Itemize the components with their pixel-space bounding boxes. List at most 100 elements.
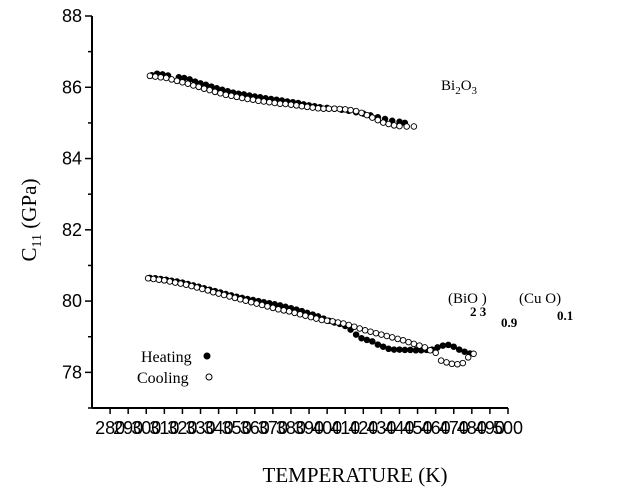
- cooling-point: [403, 123, 410, 130]
- cooling-point: [347, 106, 354, 114]
- cooling-point: [228, 92, 235, 100]
- x-tick-label: 320: [167, 418, 197, 438]
- cooling-point: [388, 334, 396, 341]
- legend: Heating Cooling: [137, 349, 213, 387]
- x-tick-label: 410: [330, 418, 360, 438]
- heating-point: [369, 338, 376, 345]
- cooling-point: [385, 120, 392, 128]
- cooling-point: [470, 350, 477, 358]
- x-tick-label: 440: [384, 418, 414, 438]
- x-tick-label: 500: [493, 418, 523, 438]
- x-axis-title: TEMPERATURE (K): [263, 463, 448, 487]
- y-tick-label: 80: [62, 291, 82, 311]
- cooling-point: [280, 307, 287, 314]
- cooling-point: [249, 96, 257, 103]
- cooling-point: [155, 276, 163, 283]
- y-tick-label: 88: [62, 6, 82, 26]
- cooling-point: [454, 360, 461, 368]
- cooling-point: [237, 296, 244, 303]
- ticks: [85, 15, 509, 414]
- x-tick-label: 480: [457, 418, 487, 438]
- cooling-point: [217, 90, 224, 97]
- cooling-point: [396, 122, 403, 130]
- legend-marker-heating: [203, 352, 211, 360]
- annotation-composite: (BiO ) 2 3 0.9 (Cu O) 0.1: [448, 291, 573, 330]
- legend-label-heating: Heating: [141, 349, 192, 366]
- heating-point: [390, 346, 398, 353]
- cooling-point: [341, 106, 349, 113]
- heating-point: [455, 346, 463, 353]
- y-axis-title: C11 (GPa): [17, 179, 45, 262]
- cooling-point: [443, 359, 450, 366]
- cooling-point: [383, 332, 391, 340]
- annotation-bi2o3-part: Bi: [441, 78, 455, 94]
- cooling-point: [190, 82, 197, 89]
- cooling-point: [309, 104, 316, 111]
- cooling-point: [421, 344, 429, 351]
- x-tick-label: 310: [149, 418, 179, 438]
- heating-point: [407, 346, 414, 354]
- cooling-point: [204, 287, 212, 294]
- tick-labels: 2802903003103203303403503603703803904004…: [62, 6, 523, 438]
- cooling-point: [334, 319, 342, 326]
- cooling-point: [363, 111, 371, 119]
- cooling-point: [275, 306, 282, 313]
- cooling-point: [318, 316, 325, 324]
- annotation-bi2o3-part: O: [461, 78, 472, 94]
- cooling-point: [209, 288, 217, 296]
- heating-point: [374, 341, 382, 348]
- x-tick-label: 280: [95, 418, 125, 438]
- cooling-point: [345, 321, 353, 329]
- cooling-point: [276, 100, 284, 107]
- cooling-point: [336, 105, 344, 113]
- cooling-point: [238, 94, 246, 102]
- cooling-point: [367, 328, 374, 335]
- cooling-point: [372, 329, 380, 337]
- annotation-bi2o3-part: 3: [472, 85, 478, 97]
- cooling-point: [233, 93, 240, 101]
- cooling-point: [182, 281, 190, 288]
- cooling-point: [416, 342, 423, 349]
- x-tick-label: 420: [348, 418, 378, 438]
- x-tick-label: 330: [185, 418, 215, 438]
- x-tick-label: 340: [204, 418, 234, 438]
- cooling-point: [426, 347, 434, 354]
- cooling-point: [307, 313, 315, 321]
- data-points: [144, 70, 477, 368]
- y-tick-label: 86: [62, 77, 82, 97]
- x-tick-label: 370: [258, 418, 288, 438]
- cooling-point: [242, 297, 249, 304]
- cooling-point: [157, 74, 164, 81]
- x-tick-label: 350: [222, 418, 252, 438]
- cooling-point: [374, 116, 382, 124]
- heating-point: [445, 341, 452, 349]
- x-tick-label: 380: [276, 418, 306, 438]
- cooling-point: [269, 304, 277, 312]
- cooling-point: [323, 317, 331, 324]
- cooling-point: [352, 107, 360, 115]
- cooling-point: [168, 76, 175, 83]
- heating-point: [352, 331, 360, 338]
- heating-point: [396, 346, 403, 353]
- cooling-point: [226, 293, 233, 300]
- y-axis-title-main: C: [17, 247, 41, 261]
- annotation-bi2o3: Bi2O3: [441, 78, 478, 97]
- y-tick-label: 84: [62, 149, 82, 169]
- cooling-point: [291, 309, 298, 317]
- cooling-point: [193, 284, 201, 291]
- cooling-point: [351, 323, 358, 330]
- cooling-point: [253, 300, 260, 307]
- x-tick-label: 390: [294, 418, 324, 438]
- cooling-point: [177, 280, 184, 287]
- cooling-point: [258, 301, 266, 309]
- cooling-point: [331, 105, 338, 112]
- x-tick-label: 400: [312, 418, 342, 438]
- cooling-point: [150, 275, 157, 283]
- x-tick-label: 460: [421, 418, 451, 438]
- cooling-point: [152, 73, 159, 80]
- cooling-point: [459, 359, 467, 367]
- cooling-point: [271, 99, 278, 107]
- cooling-point: [287, 101, 295, 108]
- cooling-point: [266, 98, 273, 106]
